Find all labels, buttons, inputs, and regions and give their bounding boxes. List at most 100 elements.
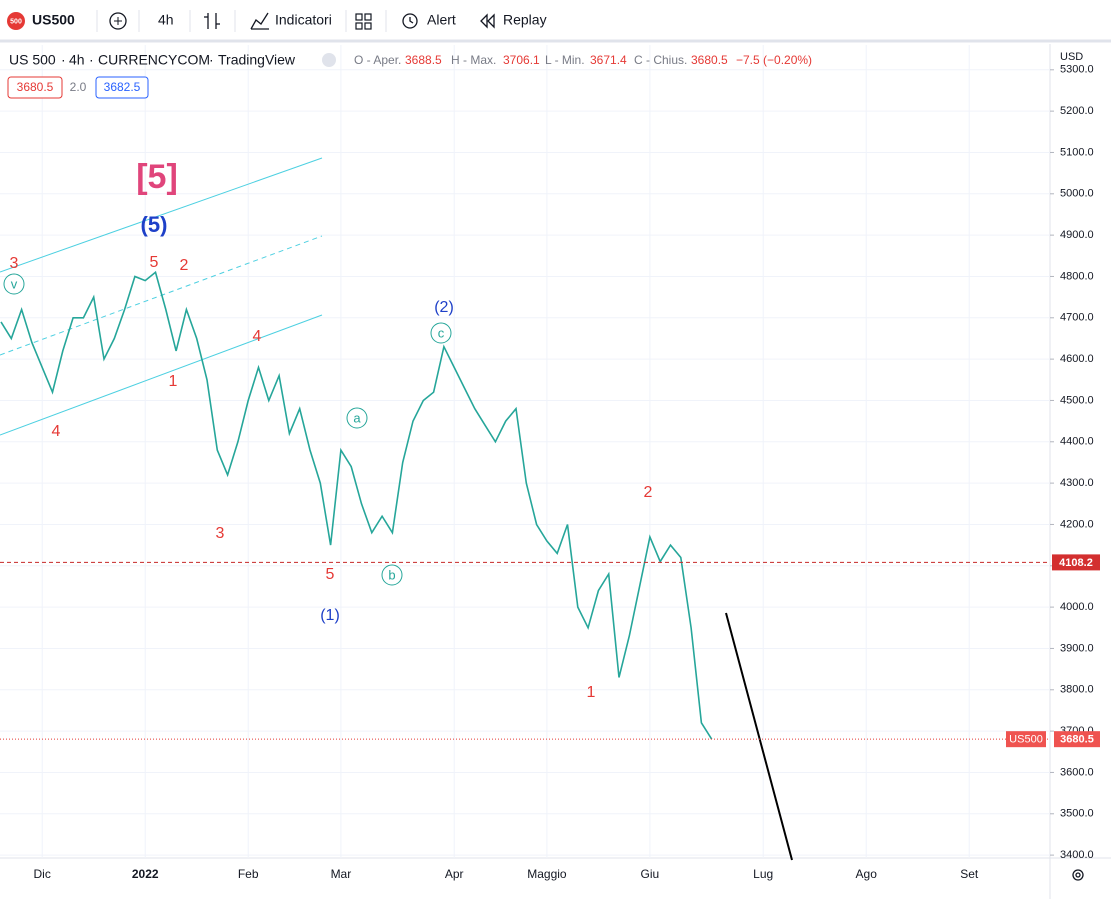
badge-text: 500 xyxy=(10,18,22,25)
wave-circle xyxy=(381,564,403,586)
ask-box[interactable] xyxy=(95,76,149,99)
interval-button[interactable]: 4h xyxy=(158,12,174,28)
y-tick-label: 4800.0 xyxy=(1060,270,1094,282)
projection-line xyxy=(725,612,793,861)
close: 3680.5 xyxy=(691,53,728,67)
legend-sep: · xyxy=(61,52,66,68)
y-tick-label: 3500.0 xyxy=(1060,808,1094,820)
legend-sep: · xyxy=(209,52,214,68)
indicators-icon[interactable] xyxy=(250,12,269,30)
open-label: O - Aper. xyxy=(354,53,401,67)
x-tick-label: Apr xyxy=(445,867,464,881)
wave-label: b xyxy=(388,567,395,582)
currency[interactable]: USD xyxy=(1060,51,1083,63)
high-label: H - Max. xyxy=(451,53,496,67)
wave-label: 4 xyxy=(52,423,61,440)
y-tick-label: 4000.0 xyxy=(1060,601,1094,613)
wave-label: [5] xyxy=(136,158,178,196)
wave-label: c xyxy=(438,325,445,340)
wave-label: 3 xyxy=(216,525,225,542)
x-tick-label: Dic xyxy=(34,867,51,881)
symbol[interactable]: US500 xyxy=(32,12,75,28)
wave-label: v xyxy=(11,276,18,291)
wave-label: 5 xyxy=(150,254,159,271)
price-label-box xyxy=(1054,731,1100,748)
wave-label: (1) xyxy=(320,607,340,624)
y-tick-label: 3600.0 xyxy=(1060,766,1094,778)
alert-button[interactable]: Alert xyxy=(427,12,456,28)
y-tick-label: 3800.0 xyxy=(1060,684,1094,696)
y-tick-label: 4300.0 xyxy=(1060,477,1094,489)
settings-icon[interactable] xyxy=(1072,869,1084,881)
wave-label: 3 xyxy=(10,255,19,272)
legend-interval: 4h xyxy=(69,52,85,68)
channel-lower xyxy=(0,314,323,436)
y-tick-label: 5300.0 xyxy=(1060,64,1094,76)
channel-upper xyxy=(0,157,323,273)
x-tick-label: Ago xyxy=(856,867,878,881)
indicators-button[interactable]: Indicatori xyxy=(275,12,332,28)
x-tick-label: Set xyxy=(960,867,979,881)
y-tick-label: 4400.0 xyxy=(1060,436,1094,448)
y-tick-label: 4500.0 xyxy=(1060,394,1094,406)
change: −7.5 (−0.20%) xyxy=(736,53,812,67)
replay-button[interactable]: Replay xyxy=(503,12,547,28)
bid: 3680.5 xyxy=(17,80,54,94)
wave-circle xyxy=(3,273,25,295)
open: 3688.5 xyxy=(405,53,442,67)
wave-label: (5) xyxy=(141,212,168,237)
legend: US 500 · 4h · CURRENCYCOM · TradingView … xyxy=(7,52,812,99)
wave-label: a xyxy=(353,410,361,425)
low-label: L - Min. xyxy=(545,53,585,67)
high: 3706.1 xyxy=(503,53,540,67)
alert-icon[interactable] xyxy=(402,13,418,29)
legend-toggle[interactable] xyxy=(322,53,336,67)
y-tick-label: 3400.0 xyxy=(1060,849,1094,861)
channel-mid xyxy=(0,235,323,356)
wave-label: 2 xyxy=(180,257,189,274)
symbol-label-box xyxy=(1006,731,1046,748)
y-tick-label: 4200.0 xyxy=(1060,518,1094,530)
level-label: 4108.2 xyxy=(1059,557,1093,569)
y-tick-label: 4700.0 xyxy=(1060,312,1094,324)
x-tick-label: Mar xyxy=(331,867,352,881)
close-label: C - Chius. xyxy=(634,53,687,67)
wave-label: 2 xyxy=(644,484,653,501)
y-tick-label: 3900.0 xyxy=(1060,642,1094,654)
low: 3671.4 xyxy=(590,53,627,67)
legend-name: US 500 xyxy=(9,52,56,68)
symbol-badge[interactable] xyxy=(7,12,25,30)
legend-sep: · xyxy=(89,52,94,68)
wave-label: (2) xyxy=(434,299,454,316)
chart-type-button[interactable] xyxy=(204,13,220,29)
add-button[interactable] xyxy=(109,12,127,30)
price-line xyxy=(0,270,713,740)
y-tick-label: 4600.0 xyxy=(1060,353,1094,365)
legend-exchange: CURRENCYCOM xyxy=(98,52,210,68)
y-tick-label: 5000.0 xyxy=(1060,188,1094,200)
x-tick-label: 2022 xyxy=(132,867,159,881)
x-tick-label: Feb xyxy=(238,867,259,881)
level-label-box xyxy=(1052,554,1100,571)
wave-circle xyxy=(430,322,452,344)
y-tick-label: 4900.0 xyxy=(1060,229,1094,241)
y-tick-label: 5200.0 xyxy=(1060,105,1094,117)
y-tick-label: 5100.0 xyxy=(1060,146,1094,158)
bid-box[interactable] xyxy=(7,76,63,99)
ask: 3682.5 xyxy=(104,80,141,94)
wave-label: 4 xyxy=(253,328,262,345)
replay-icon[interactable] xyxy=(480,13,495,29)
wave-circle xyxy=(346,407,368,429)
wave-label: 1 xyxy=(169,373,178,390)
price-label: 3680.5 xyxy=(1060,734,1094,746)
layout-button[interactable] xyxy=(355,13,372,30)
legend-source: TradingView xyxy=(218,52,296,68)
x-tick-label: Maggio xyxy=(527,867,567,881)
x-tick-label: Giu xyxy=(641,867,660,881)
x-tick-label: Lug xyxy=(753,867,773,881)
spread: 2.0 xyxy=(70,80,87,94)
wave-label: 5 xyxy=(326,566,335,583)
wave-label: 1 xyxy=(587,684,596,701)
symbol-label: US500 xyxy=(1009,734,1043,746)
